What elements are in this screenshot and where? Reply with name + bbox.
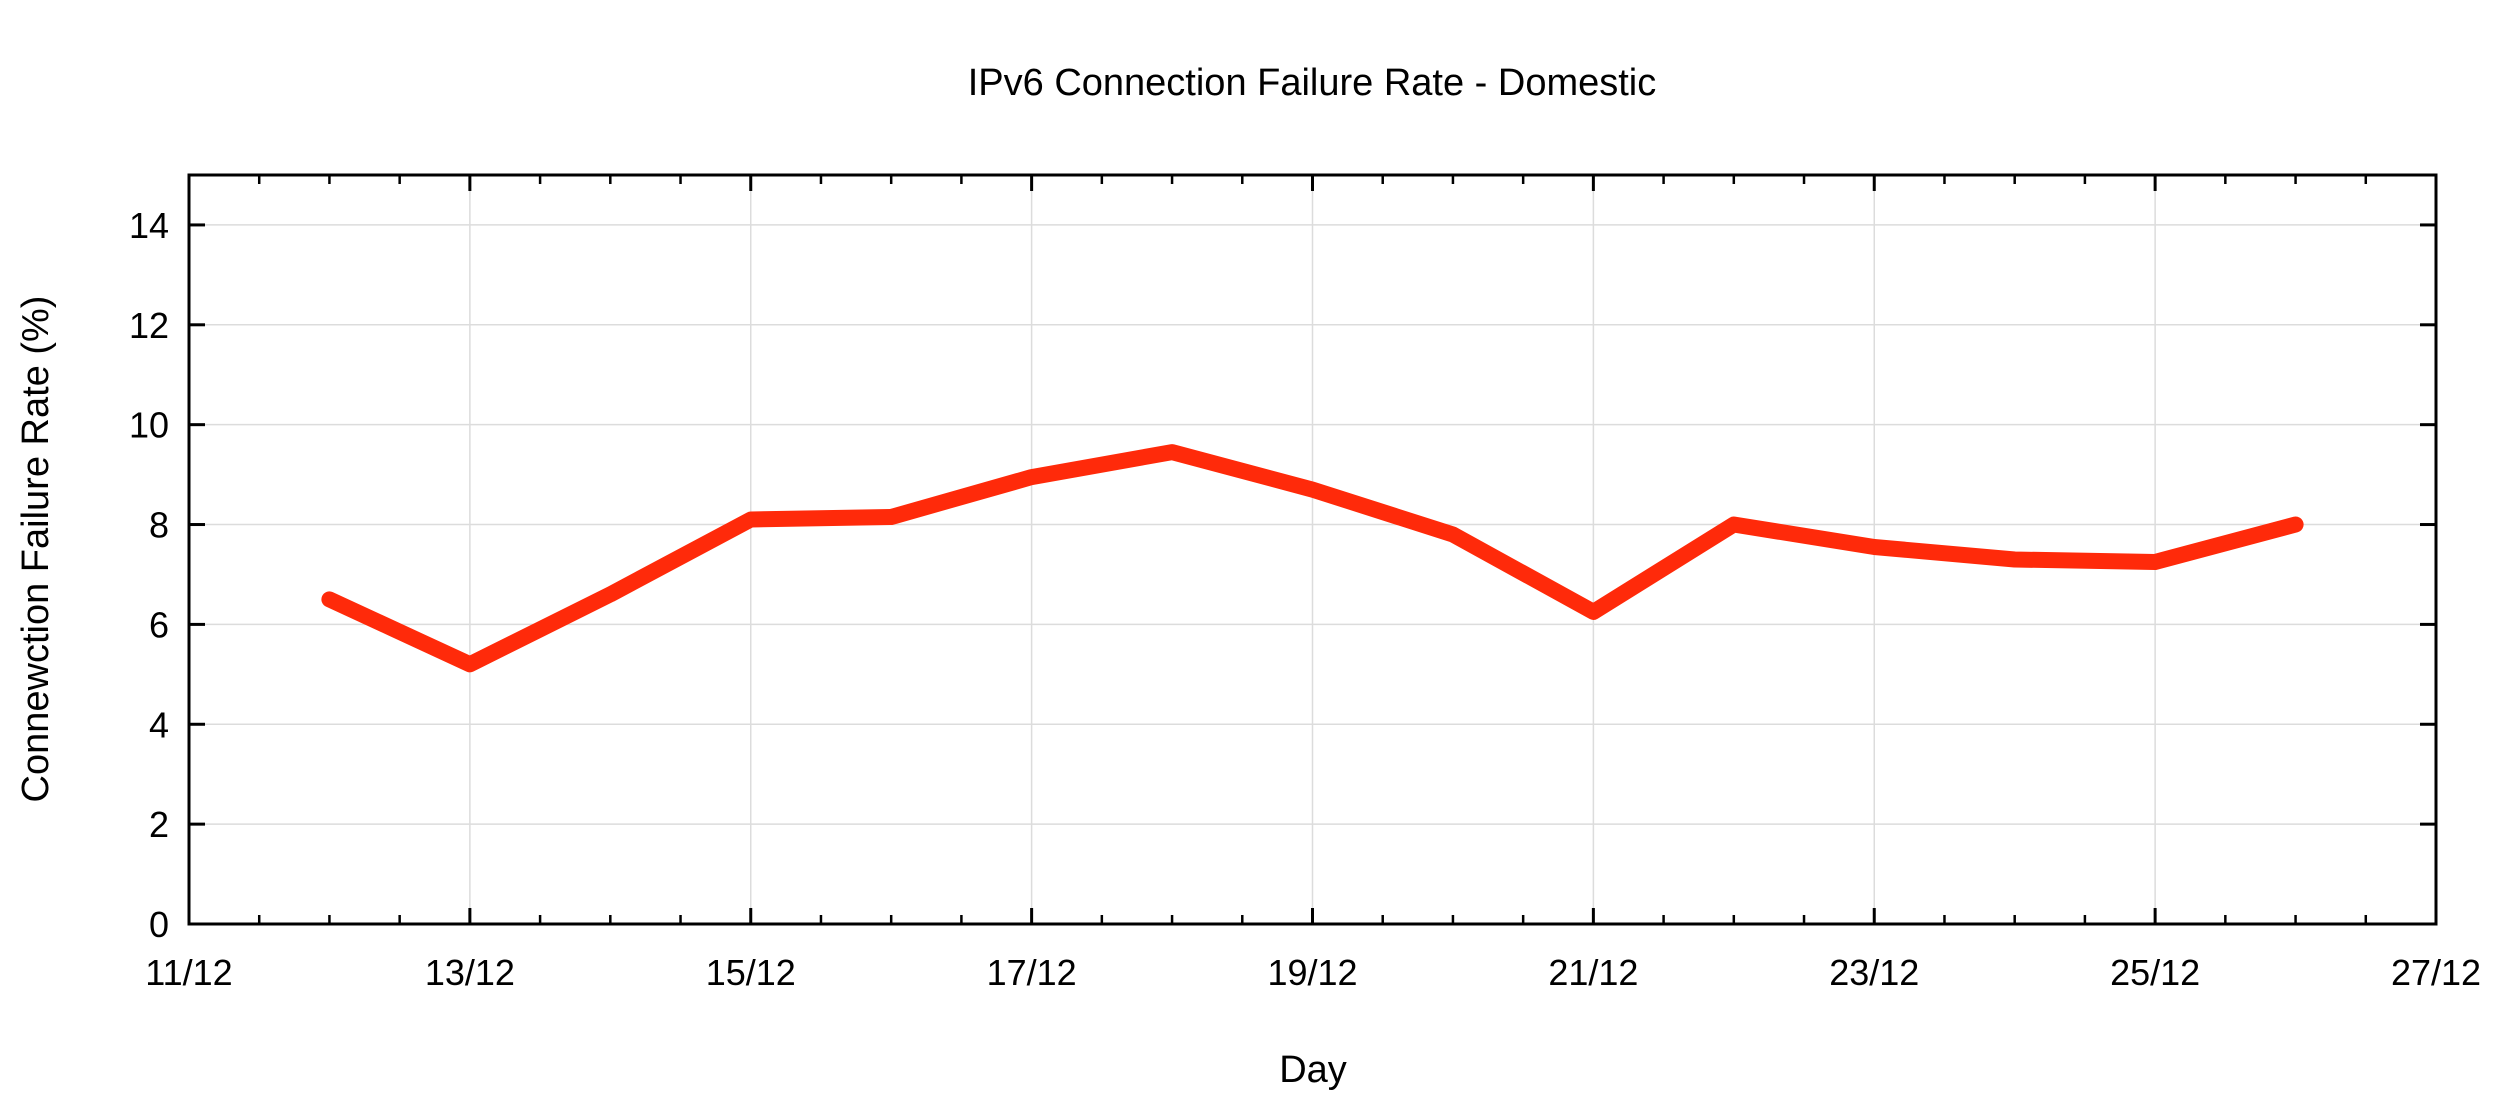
x-tick-label: 23/12 bbox=[1829, 952, 1919, 993]
x-tick-label: 27/12 bbox=[2391, 952, 2481, 993]
x-axis-label: Day bbox=[1279, 1049, 1347, 1091]
tick-labels: 0 2 4 6 8 10 12 14 11/12 13/12 15/12 17/12 19/12 21/1… bbox=[129, 205, 2481, 993]
y-tick-label: 6 bbox=[149, 604, 169, 645]
y-tick-label: 2 bbox=[149, 804, 169, 845]
y-tick-label: 12 bbox=[129, 305, 169, 346]
x-tick-label: 15/12 bbox=[706, 952, 796, 993]
series-layer bbox=[321, 444, 2304, 673]
y-tick-label: 14 bbox=[129, 205, 169, 246]
y-tick-label: 4 bbox=[149, 704, 169, 745]
y-tick-label: 8 bbox=[149, 505, 169, 546]
y-tick-label: 10 bbox=[129, 405, 169, 446]
x-tick-label: 21/12 bbox=[1548, 952, 1638, 993]
x-tick-label: 19/12 bbox=[1267, 952, 1357, 993]
series-line bbox=[321, 444, 2304, 673]
y-axis-label: Connewction Failure Rate (%) bbox=[15, 296, 57, 803]
x-tick-label: 11/12 bbox=[145, 952, 232, 993]
plot-frame bbox=[187, 173, 2438, 926]
x-tick-label: 17/12 bbox=[987, 952, 1077, 993]
x-tick-label: 13/12 bbox=[425, 952, 515, 993]
x-tick-label: 25/12 bbox=[2110, 952, 2200, 993]
grid bbox=[189, 175, 2436, 924]
y-tick-label: 0 bbox=[149, 904, 169, 945]
chart-title: IPv6 Connection Failure Rate - Domestic bbox=[968, 62, 1657, 104]
